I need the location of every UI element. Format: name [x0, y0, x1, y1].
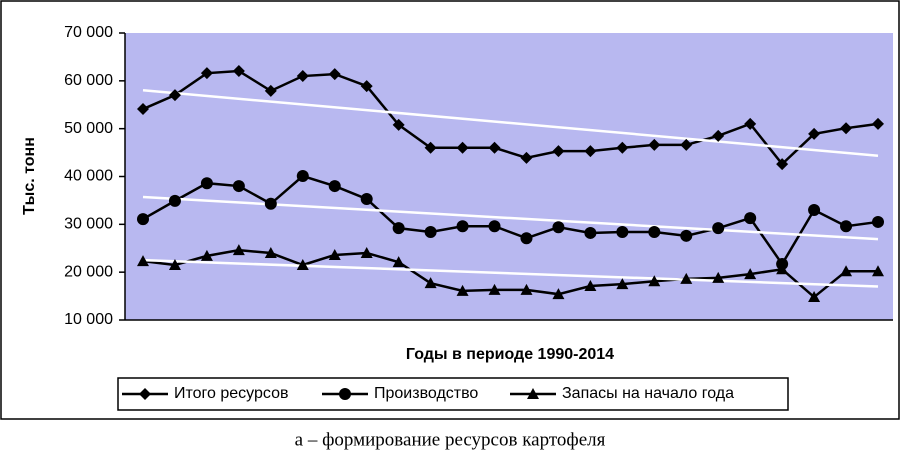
y-tick-label: 50 000 — [64, 120, 113, 137]
marker — [264, 84, 277, 97]
marker — [744, 117, 757, 130]
marker — [392, 256, 405, 268]
marker — [168, 258, 181, 270]
marker — [137, 213, 149, 226]
marker — [296, 170, 309, 183]
marker — [424, 277, 437, 289]
marker — [776, 158, 789, 171]
marker — [137, 255, 149, 267]
series-line — [142, 174, 879, 267]
marker — [840, 122, 853, 135]
marker — [520, 283, 533, 295]
plot-area — [125, 33, 893, 320]
marker — [424, 225, 437, 238]
y-tick-label: 10 000 — [64, 311, 113, 328]
y-axis-label: Тыс. тонн — [21, 137, 38, 215]
marker — [552, 145, 565, 158]
marker — [232, 180, 245, 193]
marker — [680, 138, 693, 151]
marker — [328, 180, 341, 193]
marker — [744, 212, 757, 225]
marker — [712, 129, 725, 142]
marker — [232, 244, 245, 256]
marker — [137, 103, 149, 116]
marker — [488, 283, 501, 295]
marker — [584, 145, 597, 158]
marker — [680, 229, 693, 242]
marker — [808, 203, 821, 216]
marker — [392, 222, 405, 235]
marker — [456, 141, 469, 154]
marker — [264, 197, 277, 210]
marker — [616, 225, 629, 238]
marker — [520, 232, 533, 245]
y-tick-label: 70 000 — [64, 24, 113, 41]
legend-marker — [527, 388, 539, 399]
marker — [392, 118, 405, 131]
marker — [456, 284, 469, 296]
marker — [296, 258, 309, 270]
marker — [200, 67, 213, 80]
marker — [328, 248, 341, 260]
marker — [840, 220, 853, 233]
marker — [168, 194, 181, 207]
marker — [648, 138, 661, 151]
legend-label: Запасы на начало года — [562, 385, 734, 402]
marker — [296, 70, 309, 83]
marker — [840, 265, 853, 277]
x-axis-label: Годы в периоде 1990-2014 — [406, 346, 614, 363]
marker — [200, 249, 213, 261]
caption: а – формирование ресурсов картофеля — [295, 429, 606, 450]
marker — [264, 247, 277, 259]
marker — [648, 225, 661, 238]
marker — [872, 215, 884, 228]
marker — [232, 65, 245, 78]
legend-label: Итого ресурсов — [174, 385, 288, 402]
trend-line — [142, 258, 879, 288]
marker — [680, 272, 693, 284]
marker — [872, 265, 884, 277]
marker — [616, 278, 629, 290]
marker — [488, 141, 501, 154]
legend-marker — [139, 388, 151, 400]
marker — [648, 275, 661, 287]
marker — [744, 268, 757, 280]
y-tick-label: 60 000 — [64, 72, 113, 89]
marker — [712, 222, 725, 235]
marker — [584, 226, 597, 239]
marker — [808, 291, 821, 303]
marker — [712, 271, 725, 283]
marker — [616, 141, 629, 154]
marker — [808, 127, 821, 140]
marker — [552, 221, 565, 234]
marker — [328, 68, 341, 81]
marker — [872, 117, 884, 130]
trend-line — [142, 88, 879, 157]
marker — [424, 141, 437, 154]
legend-marker — [339, 388, 351, 400]
marker — [552, 288, 565, 300]
y-tick-label: 30 000 — [64, 216, 113, 233]
legend-label: Производство — [374, 385, 478, 402]
marker — [776, 263, 789, 275]
marker — [200, 177, 213, 190]
marker — [360, 247, 373, 259]
marker — [456, 220, 469, 233]
y-tick-label: 20 000 — [64, 263, 113, 280]
marker — [360, 192, 373, 205]
y-tick-label: 40 000 — [64, 168, 113, 185]
series-line — [142, 69, 879, 166]
marker — [488, 220, 501, 233]
series-line — [142, 248, 878, 299]
marker — [584, 280, 597, 292]
marker — [520, 151, 533, 164]
legend-box — [117, 377, 789, 411]
marker — [360, 80, 373, 93]
marker — [168, 89, 181, 102]
